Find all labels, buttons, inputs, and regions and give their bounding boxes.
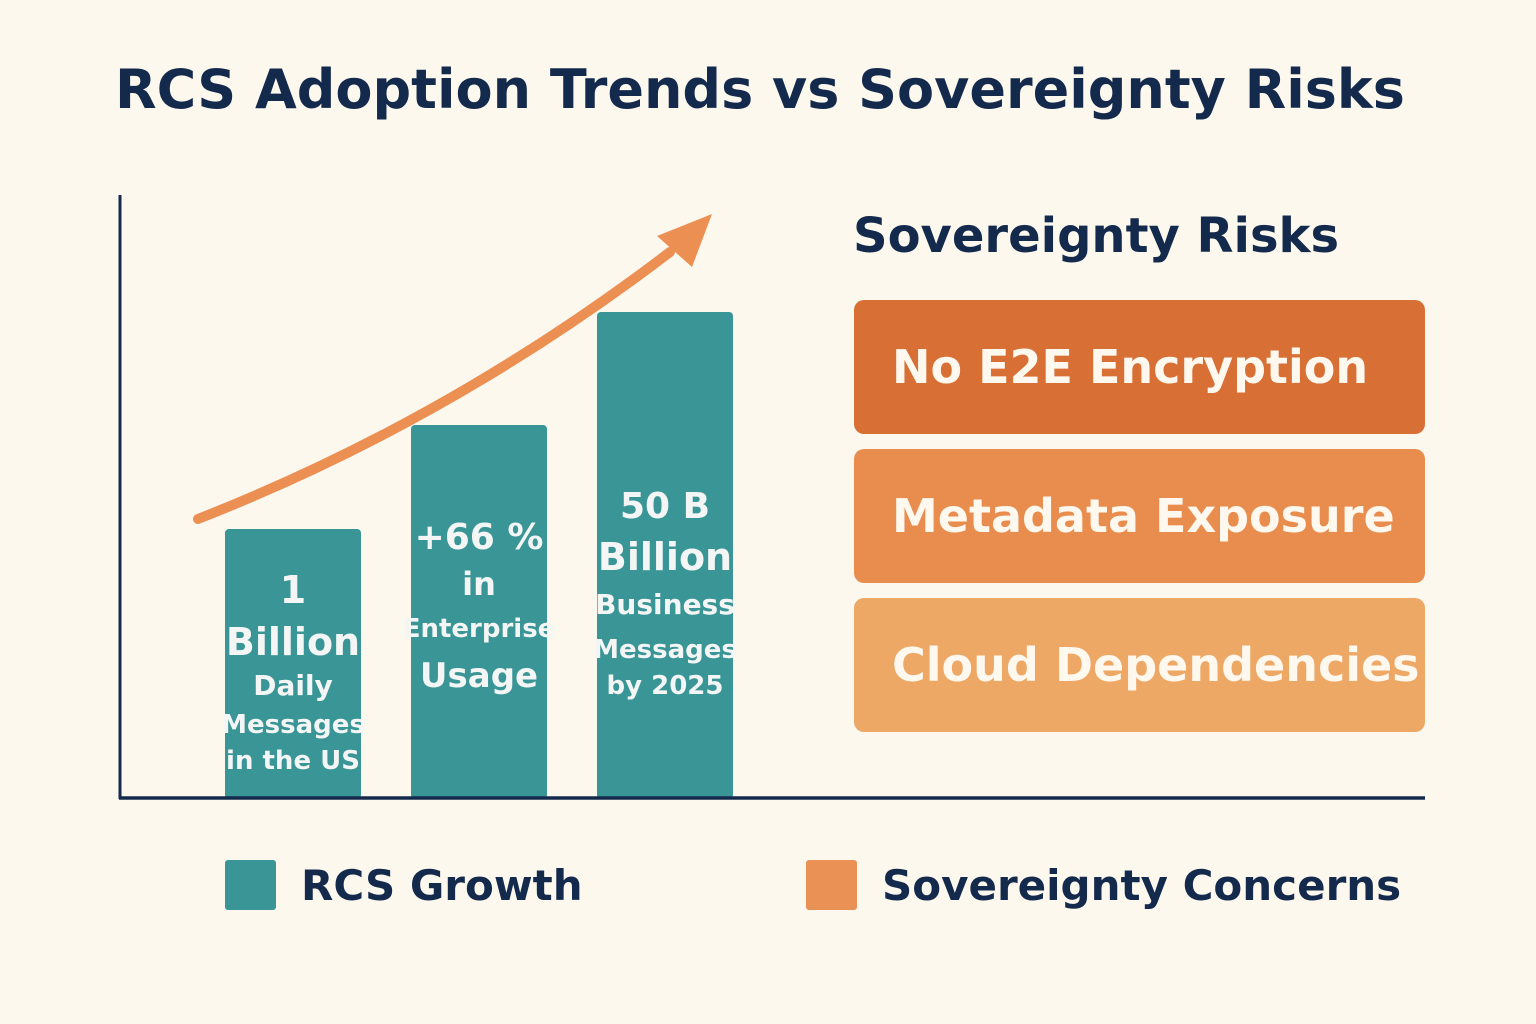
- chart-title: RCS Adoption Trends vs Sovereignty Risks: [115, 58, 1405, 121]
- bar-label: in: [462, 565, 496, 603]
- bar-label: Billion: [226, 620, 360, 664]
- bar-label: in the US: [226, 746, 360, 776]
- bar-label: +66 %: [415, 517, 544, 558]
- trend-arrow-head: [657, 214, 712, 267]
- risk-label: No E2E Encryption: [892, 340, 1369, 394]
- risks-title: Sovereignty Risks: [853, 208, 1340, 264]
- bar-label: Usage: [420, 656, 538, 696]
- bar: [225, 529, 361, 799]
- bar-label: Billion: [598, 535, 732, 579]
- legend-swatch: [225, 860, 276, 910]
- bar-label: by 2025: [607, 671, 724, 701]
- bar: [597, 312, 733, 799]
- legend-item-sovereignty-concerns: Sovereignty Concerns: [806, 860, 1401, 910]
- bar-label: Messages: [593, 635, 737, 665]
- risk-no-e2e-encryption: No E2E Encryption: [854, 300, 1425, 434]
- trend-arrow-line: [193, 247, 675, 524]
- bar-label: 1: [280, 568, 306, 612]
- bar-label: 50 B: [620, 486, 710, 527]
- risk-label: Metadata Exposure: [892, 489, 1395, 543]
- bar-label: Enterprise: [403, 614, 556, 644]
- risk-label: Cloud Dependencies: [892, 638, 1420, 692]
- legend-label: Sovereignty Concerns: [882, 860, 1402, 910]
- legend-swatch: [806, 860, 857, 910]
- bar-label: Business: [595, 588, 735, 621]
- risk-metadata-exposure: Metadata Exposure: [854, 449, 1425, 583]
- bar: [411, 425, 547, 799]
- bar-label: Messages: [221, 710, 365, 740]
- legend-item-rcs-growth: RCS Growth: [225, 860, 583, 910]
- risk-cloud-dependencies: Cloud Dependencies: [854, 598, 1425, 732]
- legend-label: RCS Growth: [301, 860, 583, 910]
- bar-label: Daily: [253, 669, 333, 702]
